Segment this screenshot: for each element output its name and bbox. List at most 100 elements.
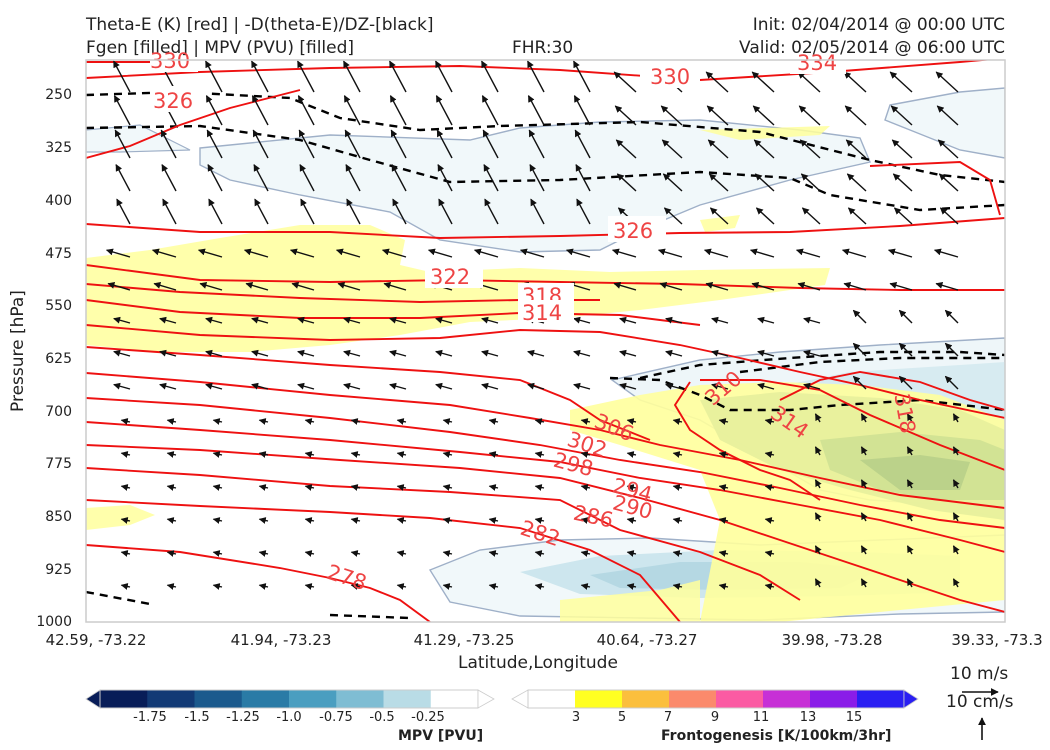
wind-vector <box>893 207 913 225</box>
wind-vector <box>343 316 361 324</box>
wind-vector <box>113 60 131 93</box>
wind-vector <box>488 583 499 590</box>
wind-vector <box>754 173 775 192</box>
wind-vector <box>534 583 545 590</box>
wind-vector <box>337 281 361 291</box>
colorbar-swatch <box>430 690 479 708</box>
wind-vector <box>343 95 361 126</box>
wind-vector <box>153 281 177 291</box>
x-axis-label: Latitude,Longitude <box>458 653 618 673</box>
wind-vector <box>860 446 868 456</box>
wind-vector <box>657 248 683 258</box>
colorbar-swatch <box>528 690 576 708</box>
wind-vector <box>889 71 913 93</box>
wind-vector <box>860 479 868 489</box>
wind-vector <box>751 71 775 93</box>
wind-vector <box>935 281 959 291</box>
wind-vector <box>396 418 407 425</box>
wind-vector <box>846 173 867 192</box>
wind-vector <box>528 129 545 159</box>
wind-vector <box>573 316 591 324</box>
wind-vector <box>860 545 868 555</box>
wind-vector <box>258 550 269 557</box>
mpv-colorbar <box>85 689 495 709</box>
wind-vector <box>705 281 729 291</box>
fgen-colorbar-label: Frontogenesis [K/100km/3hr] <box>661 728 892 744</box>
colorbar-swatch <box>716 690 764 708</box>
wind-vector <box>672 418 683 425</box>
wind-vector <box>803 349 821 357</box>
wind-vector <box>611 248 637 258</box>
y-tick-label: 400 <box>45 193 72 209</box>
wind-vector <box>243 248 269 258</box>
wind-vector <box>258 451 269 458</box>
title-line-2: Fgen [filled] | MPV (PVU) [filled] <box>86 38 355 58</box>
wind-vector <box>663 207 683 225</box>
wind-vector <box>814 578 822 588</box>
init-time: Init: 02/04/2014 @ 00:00 UTC <box>752 15 1005 35</box>
theta-e-label-326-left: 326 <box>153 89 193 113</box>
wind-vector <box>390 129 407 159</box>
wind-vector <box>580 517 591 524</box>
wind-vector <box>534 451 545 458</box>
wind-vector <box>212 550 223 557</box>
wind-vector <box>764 583 775 590</box>
wind-vector <box>576 198 591 225</box>
wind-vector <box>709 207 729 225</box>
wind-vector <box>304 451 315 458</box>
wind-vector <box>212 583 223 590</box>
valid-time: Valid: 02/05/2014 @ 06:00 UTC <box>739 38 1005 58</box>
wind-vector <box>350 484 361 491</box>
wind-vector <box>616 173 637 192</box>
wind-vector <box>534 484 545 491</box>
colorbar-swatch <box>194 690 243 708</box>
wind-vector <box>665 382 683 390</box>
wind-vector <box>573 349 591 357</box>
colorbar-swatch <box>669 690 717 708</box>
wind-vector <box>115 164 131 192</box>
wind-vector <box>291 281 315 291</box>
wind-vector <box>166 418 177 425</box>
wind-vector <box>436 129 453 159</box>
wind-vector <box>151 248 177 258</box>
wind-vector <box>105 248 131 258</box>
title-line-1: Theta-E (K) [red] | -D(theta-E)/DZ-[blac… <box>86 15 434 35</box>
wind-vector <box>749 248 775 258</box>
wind-vector <box>205 316 223 324</box>
wind-vector <box>519 248 545 258</box>
wind-vector <box>199 281 223 291</box>
wind-vector <box>481 382 499 390</box>
wind-vector <box>711 316 729 324</box>
wind-vector <box>659 281 683 291</box>
wind-vector <box>116 198 131 225</box>
wind-vector <box>580 451 591 458</box>
wind-vector <box>939 207 959 225</box>
wind-vector <box>484 198 499 225</box>
wind-vector <box>906 512 914 522</box>
mpv-tick: -1.75 <box>133 710 167 725</box>
wind-vector <box>442 550 453 557</box>
wind-vector <box>298 129 315 159</box>
wind-vector <box>251 316 269 324</box>
wind-vector <box>718 418 729 425</box>
x-tick-label: 42.59, -73.22 <box>45 631 147 649</box>
wind-vectors <box>105 60 960 590</box>
wind-vector <box>343 382 361 390</box>
y-tick-label: 925 <box>45 562 72 578</box>
wind-vector <box>161 164 177 192</box>
wind-vector <box>752 105 775 126</box>
wind-vector <box>937 139 959 159</box>
theta-e-label-278: 278 <box>324 560 370 595</box>
wind-vector <box>473 248 499 258</box>
wind-vector <box>626 451 637 458</box>
colorbar-swatch <box>383 690 432 708</box>
y-tick-label: 700 <box>45 404 72 420</box>
wind-vector <box>253 164 269 192</box>
wind-vector <box>613 281 637 291</box>
wind-vector <box>764 517 775 524</box>
wind-vector <box>626 484 637 491</box>
wind-vector <box>841 248 867 258</box>
wind-vector <box>159 316 177 324</box>
wind-vector <box>952 512 960 522</box>
wind-vector <box>757 382 775 390</box>
